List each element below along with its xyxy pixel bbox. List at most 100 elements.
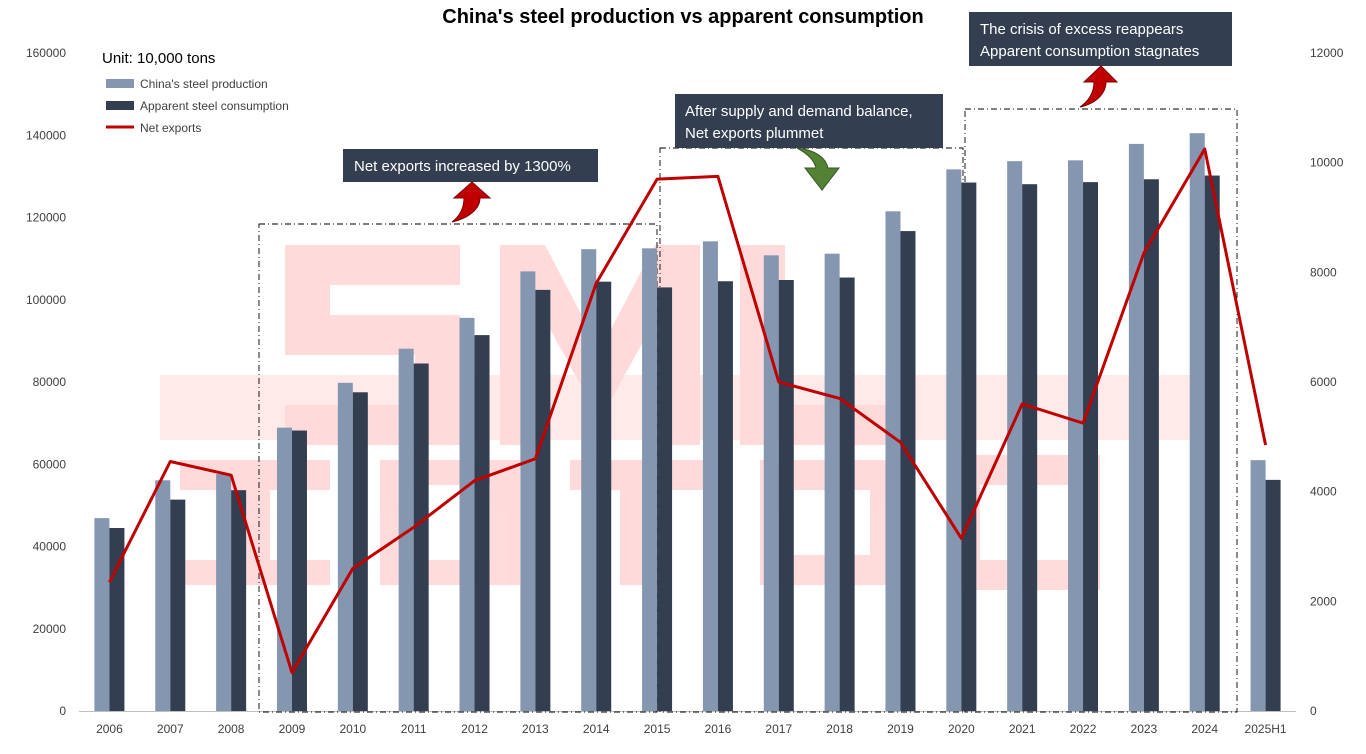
bar-production (520, 271, 536, 711)
chart-title: China's steel production vs apparent con… (442, 6, 923, 28)
bar-consumption (170, 499, 186, 711)
x-tick-label: 2021 (1009, 722, 1036, 736)
x-tick-label: 2012 (461, 722, 488, 736)
bar-production (1068, 160, 1084, 711)
bar-production (1128, 143, 1144, 712)
x-tick-label: 2024 (1191, 722, 1218, 736)
down-arrow-icon (796, 147, 841, 191)
annotation-text: After supply and demand balance, (685, 103, 913, 120)
x-axis: 2006 2007 2008 2009 2010 2011 2012 2013 2014 2015… (96, 722, 1287, 736)
bar-production (946, 169, 962, 712)
bar-production (885, 211, 901, 712)
annotation-box (343, 149, 598, 182)
bar-consumption (1143, 179, 1159, 711)
y-axis-left: 0 20000 40000 60000 80000 100000 120000 140000 1… (26, 46, 66, 718)
x-tick-label: 2017 (765, 722, 792, 736)
y-left-tick-label: 160000 (26, 46, 66, 60)
y-left-tick-label: 120000 (26, 211, 66, 225)
bar-consumption (535, 289, 551, 711)
bar-consumption (413, 363, 429, 711)
bar-production (459, 317, 475, 711)
net-exports-line (108, 147, 1268, 675)
legend-swatch-consumption (106, 101, 134, 110)
bar-consumption (352, 392, 368, 711)
x-tick-label: 2006 (96, 722, 123, 736)
annotation-supply-demand-balance: After supply and demand balance, Net exp… (675, 94, 943, 191)
y-right-tick-label: 8000 (1310, 265, 1337, 279)
bar-consumption (1022, 184, 1038, 712)
y-left-tick-label: 20000 (33, 622, 67, 636)
bar-production (216, 474, 232, 711)
y-left-tick-label: 140000 (26, 128, 66, 142)
bar-consumption (717, 281, 733, 711)
bar-series (94, 133, 1281, 712)
annotation-box (969, 12, 1232, 66)
bar-production (1189, 133, 1205, 712)
y-left-tick-label: 40000 (33, 540, 67, 554)
y-axis-right: 0 2000 4000 6000 8000 10000 12000 (1310, 46, 1344, 718)
bar-production (702, 241, 718, 712)
bar-production (1007, 161, 1023, 711)
bar-consumption (1204, 175, 1220, 712)
y-left-tick-label: 0 (59, 704, 66, 718)
legend-label-production: China's steel production (140, 77, 268, 91)
x-tick-label: 2008 (218, 722, 245, 736)
up-arrow-icon (1079, 65, 1119, 108)
y-right-tick-label: 12000 (1310, 46, 1344, 60)
bar-consumption (1083, 182, 1099, 711)
y-right-tick-label: 10000 (1310, 156, 1344, 170)
legend-swatch-production (106, 79, 134, 88)
bar-production (642, 248, 658, 711)
x-tick-label: 2014 (583, 722, 610, 736)
x-tick-label: 2023 (1131, 722, 1158, 736)
bar-consumption (961, 182, 977, 711)
x-tick-label: 2019 (887, 722, 914, 736)
bar-production (824, 253, 840, 711)
bar-consumption (596, 281, 612, 711)
x-tick-label: 2007 (157, 722, 184, 736)
y-right-tick-label: 6000 (1310, 375, 1337, 389)
x-tick-label: 2015 (644, 722, 671, 736)
legend: China's steel production Apparent steel … (106, 77, 289, 135)
x-tick-label: 2018 (826, 722, 853, 736)
y-left-tick-label: 80000 (33, 375, 67, 389)
x-tick-label: 2010 (339, 722, 366, 736)
annotation-text: Apparent consumption stagnates (980, 43, 1199, 60)
x-tick-label: 2011 (401, 722, 427, 736)
bar-consumption (839, 277, 855, 711)
bar-production (94, 518, 110, 711)
bar-consumption (778, 280, 794, 711)
x-tick-label: 2013 (522, 722, 549, 736)
bar-consumption (231, 490, 247, 711)
annotation-text: Net exports increased by 1300% (354, 158, 571, 175)
x-tick-label: 2022 (1070, 722, 1097, 736)
bar-production (155, 480, 171, 711)
bar-consumption (291, 430, 307, 711)
annotation-text: The crisis of excess reappears (980, 21, 1183, 38)
up-arrow-icon (451, 181, 492, 223)
y-right-tick-label: 0 (1310, 704, 1317, 718)
annotation-text: Net exports plummet (685, 125, 824, 142)
bar-production (398, 348, 414, 711)
bar-production (337, 382, 353, 711)
bar-production (763, 255, 779, 711)
x-tick-label: 2020 (948, 722, 975, 736)
x-tick-label: 2016 (705, 722, 732, 736)
y-right-tick-label: 4000 (1310, 485, 1337, 499)
bar-production (581, 249, 597, 711)
bar-consumption (900, 231, 916, 712)
y-right-tick-label: 2000 (1310, 594, 1337, 608)
x-tick-label: 2009 (279, 722, 306, 736)
bar-consumption (474, 335, 490, 711)
x-tick-label: 2025H1 (1245, 722, 1287, 736)
annotation-excess-crisis: The crisis of excess reappears Apparent … (969, 12, 1232, 108)
y-left-tick-label: 100000 (26, 293, 66, 307)
bar-production (1250, 460, 1266, 711)
legend-label-net-exports: Net exports (140, 121, 201, 135)
annotation-net-exports-increase: Net exports increased by 1300% (343, 149, 598, 223)
legend-label-consumption: Apparent steel consumption (140, 99, 289, 113)
unit-label: Unit: 10,000 tons (102, 50, 215, 67)
bar-consumption (1265, 479, 1281, 711)
bar-consumption (657, 287, 673, 711)
